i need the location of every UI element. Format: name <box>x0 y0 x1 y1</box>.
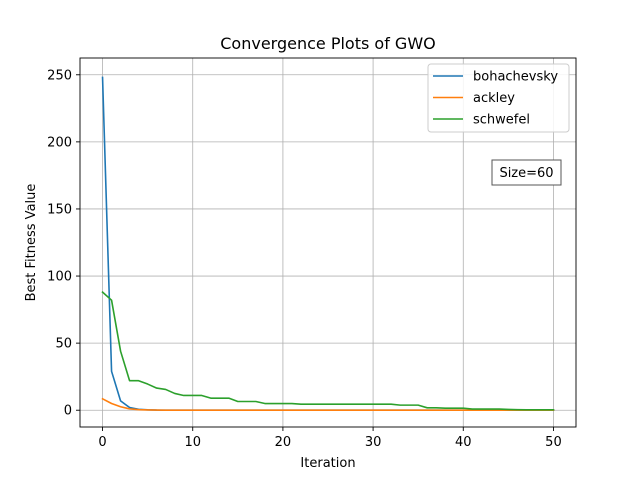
legend-frame <box>427 63 570 133</box>
x-tick-label: 30 <box>365 435 382 450</box>
legend-label-schwefel: schwefel <box>473 113 530 128</box>
y-axis-ticks: 0 50 100 150 200 250 <box>47 68 80 419</box>
x-tick-label: 50 <box>545 435 562 450</box>
y-tick-label: 250 <box>47 68 72 83</box>
series-line-schwefel <box>101 291 555 411</box>
legend-label-bohachevsky: bohachevsky <box>473 70 558 85</box>
y-tick-label: 0 <box>64 404 72 419</box>
x-tick-label: 20 <box>275 435 292 450</box>
x-tick-label: 10 <box>184 435 201 450</box>
legend: bohachevsky ackley schwefel <box>427 63 570 133</box>
annotation-box: Size=60 <box>491 159 562 186</box>
y-tick-label: 150 <box>47 202 72 217</box>
y-axis-label: Best Fitness Value <box>24 184 39 302</box>
y-tick-label: 100 <box>47 270 72 285</box>
x-axis-ticks: 0 10 20 30 40 50 <box>98 427 562 450</box>
x-tick-label: 40 <box>455 435 472 450</box>
series-line-ackley <box>101 397 555 412</box>
annotation-frame <box>491 159 562 186</box>
series-lines <box>101 76 555 412</box>
x-tick-label: 0 <box>98 435 106 450</box>
y-tick-label: 50 <box>55 337 72 352</box>
annotation-text: Size=60 <box>499 166 553 181</box>
y-tick-label: 200 <box>47 135 72 150</box>
chart-title: Convergence Plots of GWO <box>220 34 435 53</box>
plot-area-frame <box>79 57 577 428</box>
legend-label-ackley: ackley <box>473 91 515 106</box>
x-axis-label: Iteration <box>300 456 355 471</box>
